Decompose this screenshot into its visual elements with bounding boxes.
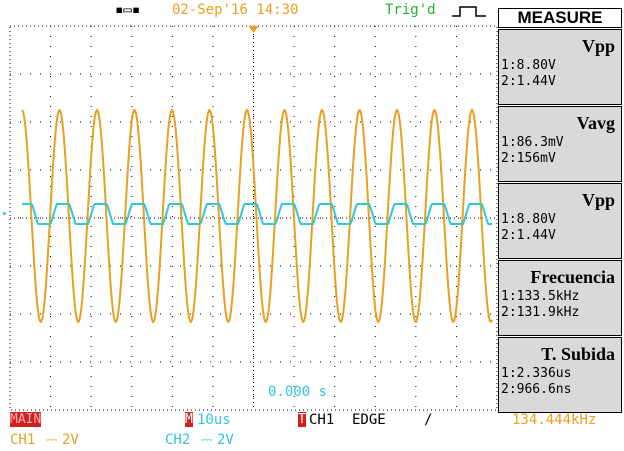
measure-title: Frecuencia <box>499 267 621 289</box>
measure-title: Vpp <box>499 190 621 212</box>
ch2-scale: 2V <box>217 432 234 448</box>
frequency: 134.444kHz <box>512 412 596 428</box>
trigger-source: CH1 <box>309 412 334 428</box>
measure-title: T. Subida <box>499 344 621 366</box>
timebase-marker: M <box>185 412 193 427</box>
ch1-coupling: ⎓ <box>46 432 57 448</box>
trigger-icon <box>450 4 490 18</box>
measure-title: Vavg <box>499 113 621 135</box>
ch2-label: CH2 <box>165 432 190 448</box>
trigger-marker: T <box>298 412 306 427</box>
ch1-waveform <box>22 110 492 322</box>
trigger-marker <box>249 26 259 33</box>
ch2-coupling: ⎓ <box>201 432 212 448</box>
measure-ch1: 1:86.3mV <box>499 135 621 151</box>
measure-header: MEASURE <box>498 8 622 28</box>
oscilloscope-screen: ▪▭▪ 02-Sep'16 14:30 Trig'd MEASURE Vpp1:… <box>0 0 624 451</box>
timebase: 10us <box>197 412 231 428</box>
measure-ch2: 2:966.6ns <box>499 382 621 398</box>
edge-icon: / <box>424 412 432 428</box>
measure-ch2: 2:1.44V <box>499 228 621 244</box>
ch1-scale: 2V <box>62 432 79 448</box>
ch-marker: ▸ <box>2 208 8 219</box>
measure-ch2: 2:131.9kHz <box>499 305 621 321</box>
ch1-label: CH1 <box>10 432 35 448</box>
measure-ch2: 2:1.44V <box>499 74 621 90</box>
usb-icon: ▪▭▪ <box>115 2 140 18</box>
measure-title: Vpp <box>499 36 621 58</box>
measure-ch1: 1:8.80V <box>499 212 621 228</box>
mode: MAIN <box>10 412 41 427</box>
measure-ch1: 1:133.5kHz <box>499 289 621 305</box>
measure-ch1: 1:8.80V <box>499 58 621 74</box>
time-offset: 0.000 s <box>268 384 327 400</box>
trigger-status: Trig'd <box>385 2 436 18</box>
measure-ch2: 2:156mV <box>499 151 621 167</box>
measure-ch1: 1:2.336us <box>499 366 621 382</box>
waveform-area: ▸ <box>0 24 498 412</box>
trigger-type: EDGE <box>352 412 386 428</box>
datetime: 02-Sep'16 14:30 <box>172 2 298 18</box>
